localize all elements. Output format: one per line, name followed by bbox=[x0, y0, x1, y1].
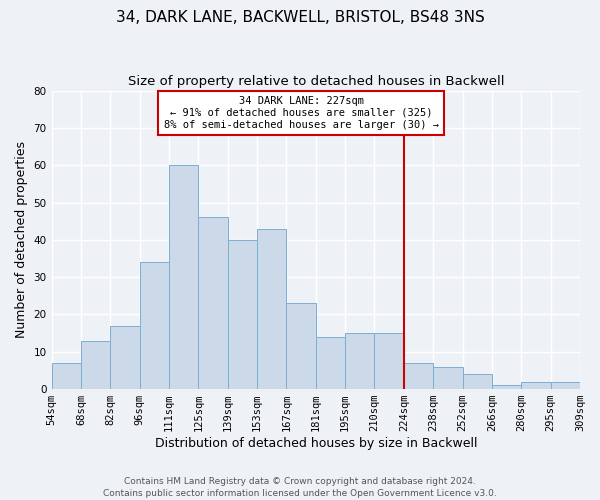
Bar bbox=[110, 326, 140, 389]
Text: Contains HM Land Registry data © Crown copyright and database right 2024.
Contai: Contains HM Land Registry data © Crown c… bbox=[103, 476, 497, 498]
Bar bbox=[52, 363, 81, 389]
Bar bbox=[227, 240, 257, 389]
Bar bbox=[199, 218, 227, 389]
Bar bbox=[316, 337, 345, 389]
Bar bbox=[374, 333, 404, 389]
X-axis label: Distribution of detached houses by size in Backwell: Distribution of detached houses by size … bbox=[155, 437, 477, 450]
Text: 34, DARK LANE, BACKWELL, BRISTOL, BS48 3NS: 34, DARK LANE, BACKWELL, BRISTOL, BS48 3… bbox=[116, 10, 484, 25]
Bar bbox=[345, 333, 374, 389]
Text: 34 DARK LANE: 227sqm
← 91% of detached houses are smaller (325)
8% of semi-detac: 34 DARK LANE: 227sqm ← 91% of detached h… bbox=[164, 96, 439, 130]
Bar bbox=[492, 386, 521, 389]
Bar bbox=[257, 228, 286, 389]
Y-axis label: Number of detached properties: Number of detached properties bbox=[15, 142, 28, 338]
Bar bbox=[551, 382, 580, 389]
Title: Size of property relative to detached houses in Backwell: Size of property relative to detached ho… bbox=[128, 75, 504, 88]
Bar bbox=[169, 165, 199, 389]
Bar bbox=[140, 262, 169, 389]
Bar bbox=[404, 363, 433, 389]
Bar bbox=[521, 382, 551, 389]
Bar bbox=[286, 304, 316, 389]
Bar bbox=[433, 366, 463, 389]
Bar bbox=[463, 374, 492, 389]
Bar bbox=[81, 340, 110, 389]
